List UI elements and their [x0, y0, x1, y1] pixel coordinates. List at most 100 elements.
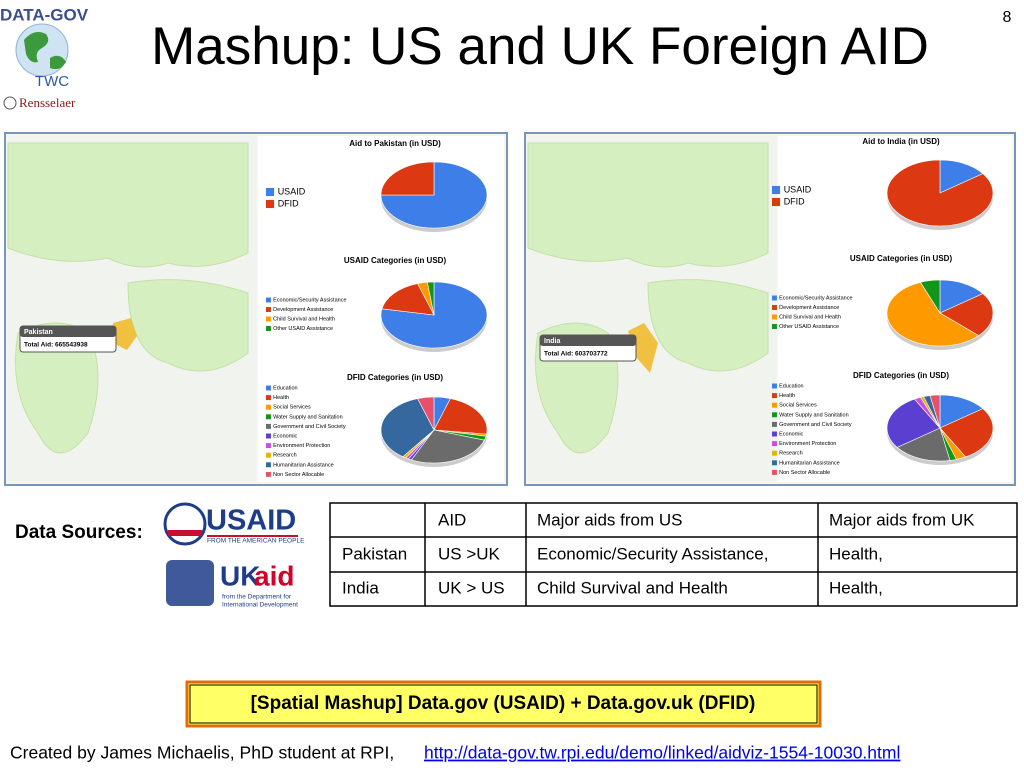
- panel: Pakistan Total Aid: 665543938 Aid to Pakis…: [4, 132, 508, 486]
- table-cell: Child Survival and Health: [537, 578, 728, 597]
- pie-slice: [939, 394, 984, 429]
- legend-label: Water Supply and Sanitation: [273, 414, 343, 420]
- legend-label: Non Sector Allocable: [273, 472, 324, 478]
- footer-text: Created by James Michaelis, PhD student …: [10, 743, 394, 763]
- banner: [Spatial Mashup] Data.gov (USAID) + Data…: [251, 693, 756, 714]
- legend-swatch: [772, 421, 777, 427]
- legend-label: Health: [779, 393, 795, 399]
- ukaid-tagline-1: from the Department for: [222, 594, 292, 601]
- legend-label: Humanitarian Assistance: [273, 462, 334, 468]
- tooltip-total: Total Aid: 603703772: [544, 351, 608, 358]
- pie-slice: [939, 408, 994, 458]
- table-cell: Economic/Security Assistance,: [537, 544, 768, 563]
- table-cell: Health,: [829, 578, 883, 597]
- legend-swatch: [266, 326, 271, 331]
- pie-slice: [380, 161, 435, 196]
- legend-swatch: [772, 383, 777, 389]
- globe-land: [24, 32, 66, 70]
- legend-swatch: [772, 305, 777, 310]
- pie-slice: [381, 283, 435, 316]
- table-cell: India: [342, 578, 379, 597]
- sources-label: Data Sources:: [15, 522, 143, 543]
- legend-swatch: [266, 187, 275, 197]
- legend-label: DFID: [784, 196, 805, 206]
- table-header: AID: [438, 510, 466, 529]
- legend-swatch: [772, 450, 777, 456]
- usaid-word: USAID: [206, 505, 296, 537]
- ukaid-crest: [166, 560, 214, 606]
- chart-title: DFID Categories (in USD): [853, 371, 949, 380]
- table-cell: Pakistan: [342, 544, 407, 563]
- legend-label: Child Survival and Health: [779, 314, 841, 320]
- pie-slice: [886, 159, 994, 227]
- legend-swatch: [266, 199, 275, 209]
- map-highlight: [111, 318, 137, 350]
- legend-swatch: [266, 404, 271, 410]
- legend-swatch: [772, 197, 781, 207]
- logo-name: DATA-GOV: [0, 5, 89, 24]
- pie-slice: [433, 398, 488, 435]
- pie-slice: [410, 429, 485, 464]
- ukaid-tagline-2: International Development: [222, 602, 298, 609]
- logo-group: TWC: [35, 73, 69, 90]
- legend-swatch: [772, 460, 777, 466]
- pie-slice: [939, 279, 984, 314]
- tooltip-header: [20, 326, 116, 337]
- chart-title: USAID Categories (in USD): [344, 256, 447, 265]
- legend-label: Economic/Security Assistance: [779, 295, 852, 301]
- pie-slice: [896, 427, 951, 462]
- legend-swatch: [266, 297, 271, 303]
- legend-label: Environment Protection: [273, 443, 330, 449]
- legend-swatch: [266, 316, 271, 322]
- table-header: Major aids from US: [537, 510, 682, 529]
- legend-label: Education: [273, 385, 297, 391]
- legend-swatch: [772, 393, 777, 399]
- legend-swatch: [772, 295, 777, 301]
- table-frame: [329, 502, 1018, 607]
- tooltip-country: Pakistan: [24, 329, 53, 336]
- chart-title: Aid to Pakistan (in USD): [349, 139, 441, 148]
- legend-swatch: [266, 462, 271, 468]
- legend-swatch: [266, 471, 271, 477]
- legend-swatch: [772, 314, 777, 320]
- legend-label: Non Sector Allocable: [779, 470, 830, 476]
- banner-box: [185, 680, 822, 728]
- legend-swatch: [266, 307, 271, 312]
- seal: [3, 96, 17, 110]
- legend-label: Health: [273, 395, 289, 401]
- map-land: [7, 142, 249, 268]
- table-cell: Health,: [829, 544, 883, 563]
- legend-label: Development Assistance: [779, 305, 839, 311]
- tooltip-country: India: [544, 338, 560, 345]
- legend-swatch: [266, 443, 271, 449]
- panels: Pakistan Total Aid: 665543938 Aid to Pakis…: [4, 132, 1016, 486]
- map-land: [127, 279, 249, 372]
- pie-slice: [380, 398, 435, 458]
- ukaid-logo: UK aid from the Department for Internati…: [166, 560, 298, 609]
- legend-label: Other USAID Assistance: [779, 324, 839, 330]
- panel: India Total Aid: 603703772 Aid to India (i…: [524, 132, 1016, 486]
- tooltip-header: [540, 335, 636, 346]
- logo: DATA-GOV TWC Rensselaer: [0, 5, 89, 110]
- pie-slice: [426, 281, 435, 316]
- legend-label: Environment Protection: [779, 441, 836, 447]
- pie-slice: [417, 396, 435, 431]
- chart-title: DFID Categories (in USD): [347, 373, 443, 382]
- legend-label: Child Survival and Health: [273, 316, 335, 322]
- pie-slice: [920, 279, 941, 315]
- pie-slice: [929, 394, 941, 429]
- usaid-logo: USAID FROM THE AMERICAN PEOPLE: [163, 502, 305, 546]
- legend-swatch: [772, 431, 777, 437]
- slide-title: Mashup: US and UK Foreign AID: [151, 17, 929, 76]
- table-cell: US >UK: [438, 544, 501, 563]
- usaid-seal-stripe: [168, 530, 202, 536]
- legend-swatch: [266, 433, 271, 439]
- legend-label: USAID: [278, 186, 306, 196]
- table: AID Major aids from US Major aids from U…: [329, 502, 1018, 607]
- slide-number: 8: [1003, 9, 1012, 26]
- legend-label: Government and Civil Society: [779, 422, 852, 428]
- legend-swatch: [266, 395, 271, 401]
- usaid-tagline: FROM THE AMERICAN PEOPLE: [207, 538, 305, 545]
- footer-link[interactable]: http://data-gov.tw.rpi.edu/demo/linked/a…: [424, 743, 900, 763]
